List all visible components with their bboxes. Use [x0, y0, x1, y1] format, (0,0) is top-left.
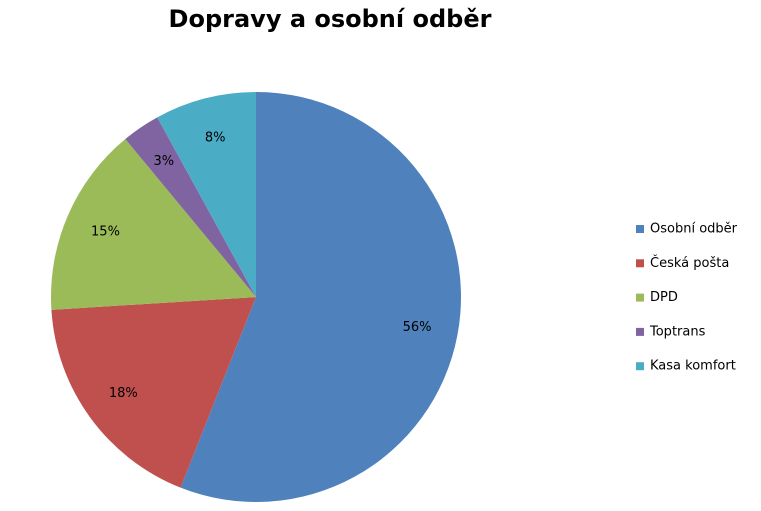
legend-label: Osobní odběr — [650, 222, 738, 237]
data-label: 8% — [205, 131, 226, 146]
legend-swatch — [636, 293, 644, 302]
pie-slice — [157, 92, 256, 297]
legend-swatch — [636, 259, 644, 268]
data-label: 18% — [109, 386, 138, 401]
pie-slice — [51, 297, 256, 488]
legend-swatch — [636, 327, 644, 336]
chart-title: Dopravy a osobní odběr — [169, 5, 492, 33]
legend-label: Česká pošta — [650, 255, 729, 271]
data-label: 3% — [154, 154, 175, 169]
pie-slice — [125, 117, 256, 297]
data-label: 15% — [91, 224, 120, 239]
legend-label: DPD — [650, 290, 678, 305]
pie-slice — [50, 139, 256, 310]
legend-label: Toptrans — [649, 324, 706, 339]
pie-slice — [180, 92, 461, 502]
legend-swatch — [636, 362, 644, 371]
data-label: 56% — [403, 320, 432, 335]
legend-swatch — [636, 225, 644, 233]
legend-label: Kasa komfort — [650, 359, 736, 374]
